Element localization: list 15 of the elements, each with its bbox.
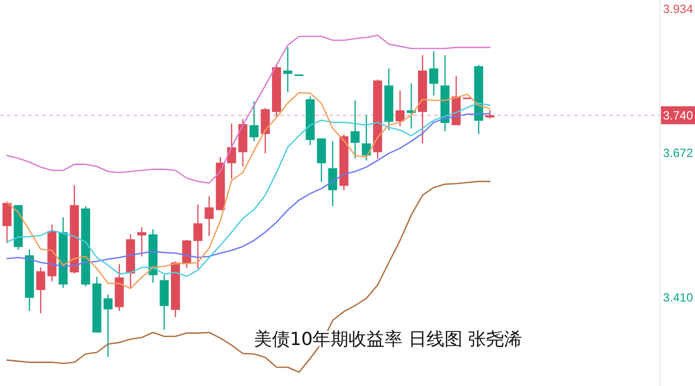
candlestick (137, 226, 146, 258)
candlestick (396, 90, 405, 127)
candlestick (36, 266, 46, 314)
candlestick (350, 100, 360, 159)
candlestick (250, 100, 259, 142)
candlestick (104, 294, 113, 358)
candlestick (2, 200, 12, 244)
candlestick (182, 239, 192, 269)
candlestick (227, 122, 236, 180)
candlestick (204, 196, 214, 237)
candlestick (429, 50, 438, 96)
candlestick (362, 114, 371, 162)
candlestick (193, 204, 202, 270)
candlestick (283, 46, 292, 93)
candlestick (328, 140, 338, 207)
